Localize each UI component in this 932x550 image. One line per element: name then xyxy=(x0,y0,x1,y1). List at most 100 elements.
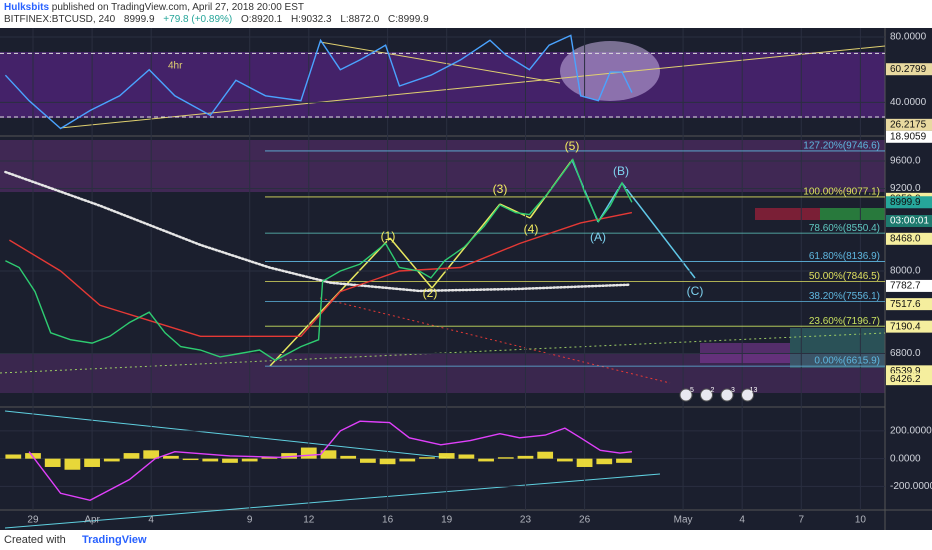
trend-line xyxy=(4,410,451,459)
trend-line xyxy=(4,473,661,529)
histogram-bar xyxy=(84,458,100,467)
event-icon xyxy=(741,388,754,402)
histogram-bar xyxy=(360,458,376,463)
histogram-bar xyxy=(596,458,613,465)
wave-label: (2) xyxy=(423,286,438,300)
price-tag-label: 7517.6 xyxy=(890,299,921,310)
price-tag-label: 26.2175 xyxy=(890,119,927,130)
fib-label: 50.00%(7846.5) xyxy=(809,271,880,282)
histogram-bar xyxy=(281,453,297,459)
histogram-bar xyxy=(261,457,278,459)
price-tag-label: 60.2799 xyxy=(890,64,927,75)
wave-label: (B) xyxy=(613,164,629,178)
change: +79.8 (+0.89%) xyxy=(163,14,233,25)
histogram-bar xyxy=(241,458,258,462)
wave-line xyxy=(389,237,433,289)
published: published on TradingView.com, April 27, … xyxy=(51,2,304,13)
x-tick-label: 4 xyxy=(739,515,745,526)
histogram-bar xyxy=(616,458,632,463)
histogram-bar xyxy=(557,458,573,462)
volume-profile xyxy=(755,208,820,220)
event-icon xyxy=(720,388,734,402)
price-tag xyxy=(886,196,932,209)
x-tick-label: 23 xyxy=(520,515,532,526)
y-tick-label: 9200.0 xyxy=(890,183,921,194)
price-tag xyxy=(886,118,932,131)
histogram-bar xyxy=(5,454,22,459)
footer: Created with TradingView xyxy=(0,530,932,550)
last: 8999.9 xyxy=(123,14,155,25)
event-count: 3 xyxy=(731,387,735,394)
trend-line xyxy=(319,41,561,84)
y-tick-label: -200.0000 xyxy=(890,481,932,492)
histogram-bar xyxy=(458,454,475,459)
price-tag xyxy=(886,373,932,386)
x-tick-label: 12 xyxy=(303,515,315,526)
y-tick-label: 40.0000 xyxy=(890,97,927,108)
price-tag-label: 18.9059 xyxy=(890,131,927,142)
y-tick-label: 80.0000 xyxy=(890,32,927,43)
wave-label: (A) xyxy=(590,230,606,244)
price-tag xyxy=(886,320,932,333)
wave-label: (3) xyxy=(493,182,508,196)
y-tick-label: 0.0000 xyxy=(890,453,921,464)
x-tick-label: 9 xyxy=(247,515,253,526)
trend-line xyxy=(59,45,886,129)
histogram-bar xyxy=(163,455,179,459)
price-tag xyxy=(886,63,932,76)
price-tag-label: 7782.7 xyxy=(890,281,921,292)
footer-brand[interactable]: TradingView xyxy=(82,534,147,546)
price-tag xyxy=(886,232,932,245)
low: L:8872.0 xyxy=(340,14,380,25)
histogram-bar xyxy=(340,455,357,459)
y-tick-label: 9600.0 xyxy=(890,156,921,167)
price-tag xyxy=(886,279,932,292)
histogram-bar xyxy=(300,447,317,459)
header: Hulksbits published on TradingView.com, … xyxy=(4,2,435,26)
zone xyxy=(0,140,885,192)
fib-label: 0.00%(6615.9) xyxy=(814,356,880,367)
x-tick-label: 4 xyxy=(148,515,154,526)
highlight-ellipse xyxy=(560,41,660,101)
event-count: 5 xyxy=(690,387,694,394)
footer-created: Created with xyxy=(4,534,66,546)
price-tag-label: 7190.4 xyxy=(890,321,921,332)
price-line xyxy=(9,211,633,337)
x-tick-label: 10 xyxy=(855,515,867,526)
price-tag xyxy=(886,298,932,311)
symbol: BITFINEX:BTCUSD, 240 xyxy=(4,14,116,25)
y-tick-label: 200.0000 xyxy=(890,426,932,437)
countdown-bg xyxy=(886,215,932,227)
event-count: 13 xyxy=(750,387,758,394)
histogram-bar xyxy=(497,457,514,459)
price-line xyxy=(28,420,632,502)
histogram-bar xyxy=(202,458,219,462)
fib-label: 127.20%(9746.6) xyxy=(803,141,880,152)
wave-label: (5) xyxy=(565,139,580,153)
histogram-bar xyxy=(222,458,238,463)
histogram-bar xyxy=(419,457,435,459)
price-tag xyxy=(886,130,932,143)
histogram-bar xyxy=(320,450,337,459)
histogram-bar xyxy=(123,453,140,459)
histogram-bar xyxy=(44,458,61,467)
author[interactable]: Hulksbits xyxy=(4,2,50,13)
close: C:8999.9 xyxy=(388,14,429,25)
x-tick-label: 7 xyxy=(798,515,804,526)
histogram-bar xyxy=(64,458,81,470)
fib-label: 78.60%(8550.4) xyxy=(809,223,880,234)
wave-label: (C) xyxy=(687,284,704,298)
high: H:9032.3 xyxy=(290,14,332,25)
trend-line xyxy=(319,297,671,384)
histogram-bar xyxy=(143,450,160,459)
x-tick-label: 19 xyxy=(441,515,453,526)
volume-profile xyxy=(820,208,885,220)
open: O:8920.1 xyxy=(241,14,283,25)
chart: 29 Apr 4 9 12 16 19 23 26 May 4 7 1080.000040.000060… xyxy=(0,28,932,530)
event-count: 2 xyxy=(711,387,715,394)
countdown: 03:00:01 xyxy=(890,216,929,227)
wave-label: (1) xyxy=(381,229,396,243)
histogram-bar xyxy=(399,458,416,462)
x-tick-label: 29 xyxy=(27,515,39,526)
